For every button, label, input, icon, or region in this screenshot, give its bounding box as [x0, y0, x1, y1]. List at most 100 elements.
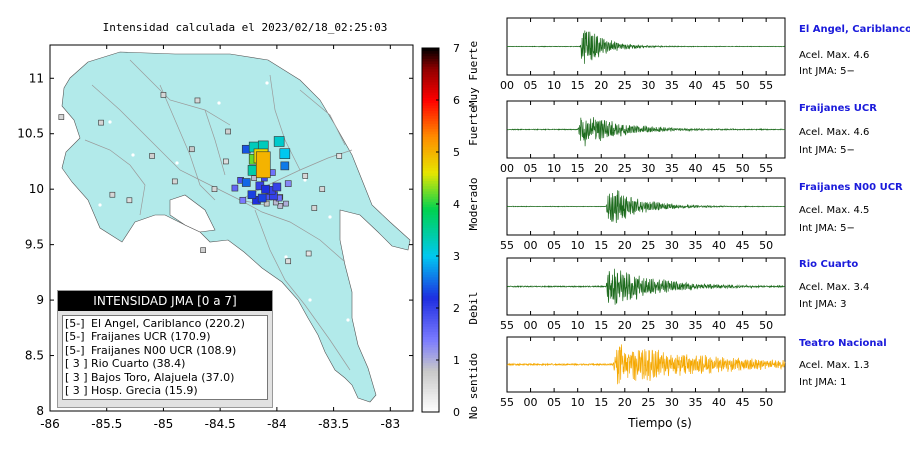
colorbar-step	[422, 406, 439, 410]
colorbar-step	[422, 365, 439, 369]
waveform-tick-label: 10	[571, 319, 585, 332]
waveform-tick-label: 40	[712, 396, 726, 409]
colorbar-step	[422, 120, 439, 124]
colorbar-category-label: Fuerte	[467, 106, 480, 146]
colorbar-step	[422, 339, 439, 343]
waveform-panel: 55 00 05 10 15 20 25 30 35 40 45 50	[500, 177, 786, 252]
waveform-tick-label: 20	[618, 239, 632, 252]
colorbar-step	[422, 152, 439, 156]
colorbar-step	[422, 185, 439, 189]
station-point	[257, 193, 267, 203]
colorbar-step	[422, 310, 439, 314]
waveform-tick-label: 20	[618, 396, 632, 409]
colorbar-step	[422, 237, 439, 241]
waveform-trace	[506, 117, 786, 147]
colorbar-step	[422, 191, 439, 195]
colorbar-step	[422, 79, 439, 83]
colorbar-step	[422, 113, 439, 117]
waveform-tick-label: 35	[688, 239, 702, 252]
colorbar-step	[422, 347, 439, 351]
waveform-tick-label: 55	[500, 319, 514, 332]
colorbar-tick-label: 1	[453, 354, 460, 367]
colorbar-step	[422, 159, 439, 163]
station-point	[211, 186, 218, 192]
legend-item-level: [5-]	[65, 330, 85, 344]
station-point	[273, 136, 285, 147]
waveform-tick-label: 00	[524, 396, 538, 409]
station-jma-intensity: Int JMA: 5−	[799, 66, 855, 77]
legend-item-text: El Angel, Cariblanco (220.2)	[91, 317, 245, 330]
colorbar-step	[422, 276, 439, 280]
waveform-tick-label: 00	[500, 162, 514, 175]
waveform-tick-label: 10	[547, 79, 561, 92]
colorbar-step	[422, 274, 439, 278]
station-point	[194, 97, 201, 104]
colorbar-step	[422, 139, 439, 143]
colorbar-step	[422, 89, 439, 93]
colorbar-step	[422, 172, 439, 176]
colorbar-step	[422, 396, 439, 400]
colorbar-step	[422, 209, 439, 213]
map-x-tick-label: -86	[40, 417, 60, 431]
waveform-tick-label: 15	[594, 239, 608, 252]
station-max-acceleration: Acel. Max. 1.3	[799, 360, 870, 371]
waveform-tick-label: 30	[665, 239, 679, 252]
waveform-tick-label: 40	[712, 239, 726, 252]
colorbar-step	[422, 266, 439, 270]
station-max-acceleration: Acel. Max. 4.6	[799, 50, 870, 61]
colorbar-step	[422, 399, 439, 403]
waveform-tick-label: 30	[665, 396, 679, 409]
station-point	[126, 197, 133, 204]
colorbar-step	[422, 118, 439, 122]
waveform-tick-label: 55	[759, 79, 773, 92]
colorbar-step	[422, 211, 439, 215]
waveform-tick-label: 25	[641, 239, 655, 252]
station-point	[223, 158, 229, 165]
colorbar-step	[422, 81, 439, 85]
map-y-tick-label: 8	[36, 404, 44, 418]
colorbar-tick-label: 5	[453, 146, 460, 159]
colorbar-step	[422, 386, 439, 390]
waveform-tick-label: 10	[547, 162, 561, 175]
station-point	[284, 180, 292, 187]
waveform-tick-label: 15	[571, 79, 585, 92]
colorbar-step	[422, 318, 439, 322]
colorbar-step	[422, 373, 439, 377]
waveform-tick-label: 30	[665, 319, 679, 332]
colorbar-step	[422, 107, 439, 111]
waveform-tick-label: 55	[500, 239, 514, 252]
colorbar-step	[422, 404, 439, 408]
intensity-colorbar: 0 1 2 3 4 5 6 7 No sentido Debil Moderado FuerteMu…	[421, 41, 480, 419]
waveform-tick-label: 55	[759, 162, 773, 175]
time-axis-label: Tiempo (s)	[628, 416, 692, 430]
colorbar-step	[422, 409, 439, 413]
colorbar-step	[422, 357, 439, 361]
colorbar-step	[422, 206, 439, 210]
colorbar-step	[422, 66, 439, 70]
colorbar-step	[422, 354, 439, 358]
station-point	[305, 250, 312, 257]
waveform-panel: 00 05 10 15 20 25 30 35 40 45 50 55	[500, 100, 786, 175]
map-y-tick-label: 9	[36, 293, 44, 307]
colorbar-step	[422, 401, 439, 405]
colorbar-step	[422, 380, 439, 384]
colorbar-step	[422, 375, 439, 379]
station-jma-intensity: Int JMA: 5−	[799, 223, 855, 234]
colorbar-step	[422, 292, 439, 296]
colorbar-step	[422, 279, 439, 283]
waveform-tick-label: 10	[571, 239, 585, 252]
waveform-tick-label: 25	[641, 396, 655, 409]
legend-item-level: [ 3 ]	[65, 370, 88, 384]
colorbar-step	[422, 97, 439, 101]
colorbar-step	[422, 334, 439, 338]
colorbar-step	[422, 243, 439, 247]
station-name: Fraijanes N00 UCR	[799, 182, 903, 193]
waveform-tick-label: 00	[524, 239, 538, 252]
station-point	[247, 190, 257, 200]
colorbar-step	[422, 149, 439, 153]
colorbar-step	[422, 193, 439, 197]
legend-item-level: [5-]	[65, 343, 85, 357]
colorbar-step	[422, 144, 439, 148]
map-x-tick-label: -83	[381, 417, 401, 431]
